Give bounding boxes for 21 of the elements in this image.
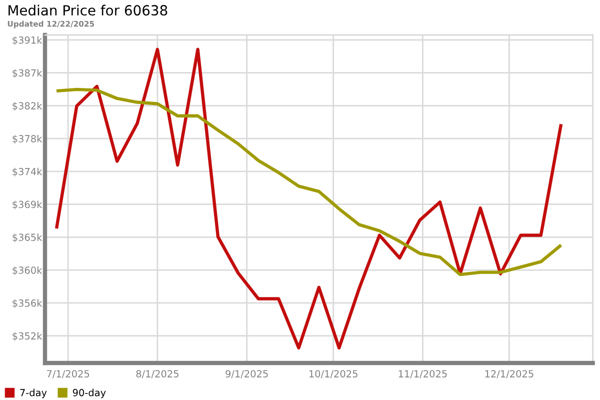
- x-tick-label: 12/1/2025: [485, 370, 534, 378]
- y-tick-label: $382k: [12, 102, 42, 111]
- x-tick-label: 9/1/2025: [226, 370, 268, 378]
- x-tick-label: 10/1/2025: [309, 370, 358, 378]
- x-tick-label: 8/1/2025: [136, 370, 178, 378]
- legend-label: 7-day: [20, 388, 47, 398]
- x-tick-label: 7/1/2025: [47, 370, 90, 378]
- y-tick-label: $365k: [12, 233, 42, 242]
- y-tick-label: $360k: [12, 266, 42, 276]
- line-series: [54, 48, 563, 350]
- y-tick-label: $387k: [12, 69, 42, 78]
- y-tick-label: $391k: [12, 36, 42, 46]
- y-tick-label: $374k: [12, 168, 42, 177]
- line-series: [54, 88, 563, 276]
- y-tick-label: $356k: [12, 299, 42, 308]
- y-tick-label: $369k: [12, 200, 42, 210]
- chart-title: Median Price for 60638: [8, 4, 168, 16]
- legend-label: 90-day: [72, 388, 106, 398]
- x-tick-label: 11/1/2025: [398, 370, 447, 378]
- y-tick-label: $352k: [12, 332, 42, 341]
- y-tick-label: $378k: [12, 134, 42, 144]
